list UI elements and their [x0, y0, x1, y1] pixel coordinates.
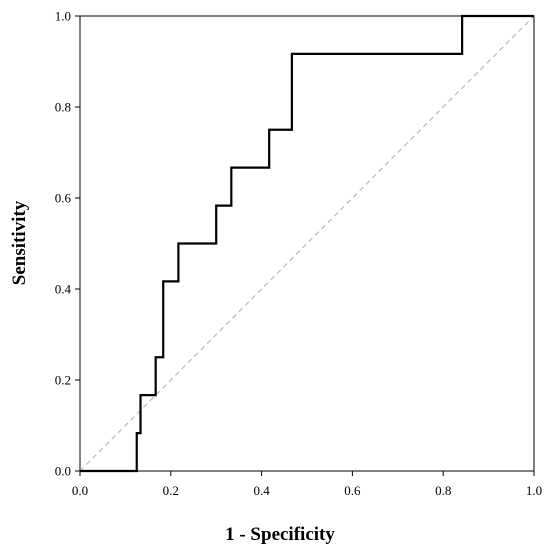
x-tick-label: 0.4 [253, 483, 270, 498]
x-tick-label: 1.0 [526, 483, 542, 498]
y-tick-label: 1.0 [55, 9, 71, 24]
series-layer [80, 14, 534, 473]
x-tick-label: 0.2 [163, 483, 179, 498]
x-tick-label: 0.0 [72, 483, 88, 498]
y-tick-label: 0.8 [55, 100, 71, 115]
y-tick-label: 0.2 [55, 373, 71, 388]
x-axis-title: 1 - Specificity [225, 524, 335, 545]
y-tick-label: 0.6 [55, 191, 72, 206]
y-tick-label: 0.0 [55, 464, 71, 479]
plot-frame [79, 15, 535, 472]
y-axis: 0.0 0.2 0.4 0.6 0.8 1.0 [55, 9, 80, 479]
x-tick-label: 0.6 [344, 483, 361, 498]
x-axis: 0.0 0.2 0.4 0.6 0.8 1.0 [72, 471, 542, 498]
y-tick-label: 0.4 [55, 282, 72, 297]
reference-line-layer [79, 15, 535, 472]
roc-curve-line [80, 14, 534, 473]
y-axis-title: Sensitivity [9, 200, 30, 285]
x-tick-label: 0.8 [435, 483, 451, 498]
reference-diagonal-line [79, 15, 535, 472]
